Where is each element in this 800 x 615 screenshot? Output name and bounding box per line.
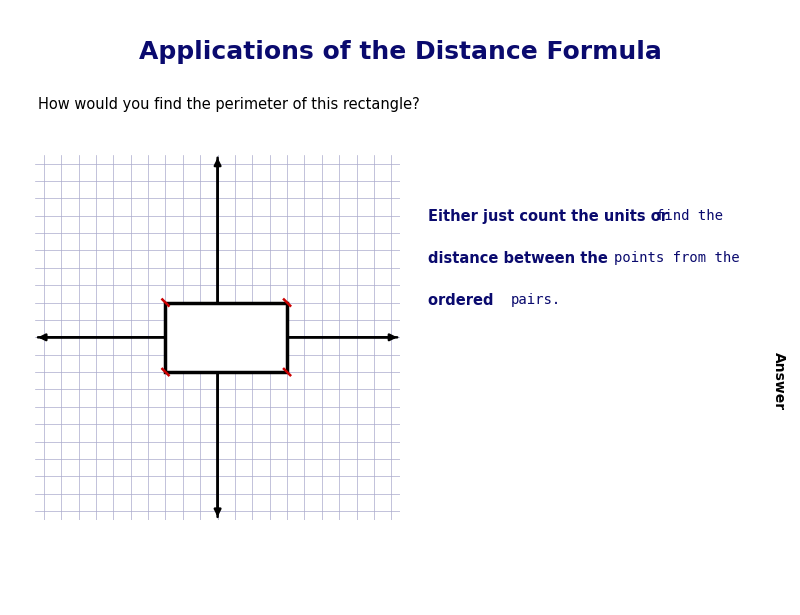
Bar <box>166 303 287 372</box>
Text: Answer: Answer <box>772 352 786 410</box>
Text: points from the: points from the <box>614 251 739 265</box>
Text: find the: find the <box>656 209 723 223</box>
Text: distance between the: distance between the <box>428 251 623 266</box>
Text: Either just count the units or: Either just count the units or <box>428 209 673 224</box>
Text: How would you find the perimeter of this rectangle?: How would you find the perimeter of this… <box>38 97 420 111</box>
Text: ordered: ordered <box>428 293 509 308</box>
Text: Applications of the Distance Formula: Applications of the Distance Formula <box>138 40 662 64</box>
Text: pairs.: pairs. <box>510 293 561 307</box>
